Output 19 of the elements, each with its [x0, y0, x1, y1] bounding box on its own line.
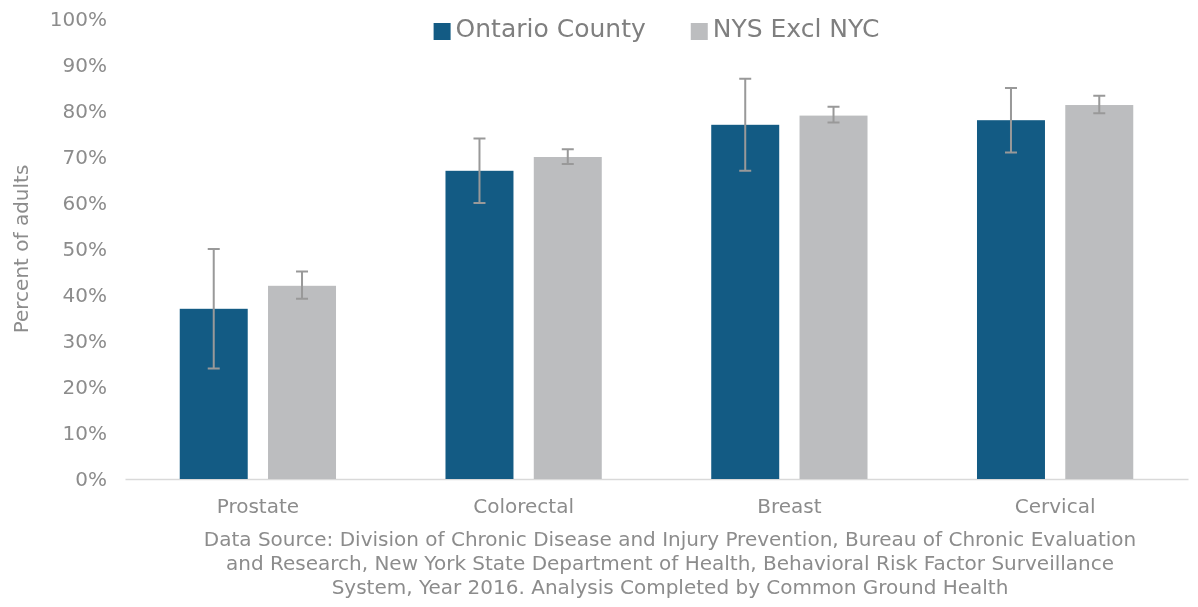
y-tick-label: 10% [62, 420, 107, 445]
y-tick-label: 90% [62, 52, 107, 77]
x-tick-label: Colorectal [473, 494, 574, 519]
y-tick-label: 60% [62, 190, 107, 215]
y-tick-label: 40% [62, 282, 107, 307]
y-tick-label: 80% [62, 98, 107, 123]
x-tick-label: Breast [757, 494, 822, 519]
y-tick-label: 50% [62, 236, 107, 261]
y-tick-label: 100% [49, 6, 107, 31]
x-tick-label: Cervical [1014, 494, 1096, 519]
x-tick-label: Prostate [216, 494, 300, 519]
y-tick-label: 20% [62, 374, 107, 399]
y-axis-title: Percent of adults [9, 164, 33, 334]
y-tick-label: 30% [62, 328, 107, 353]
y-tick-label: 70% [62, 144, 107, 169]
legend-label: Ontario County [455, 14, 646, 43]
source-note: Data Source: Division of Chronic Disease and Injury Prevention, Bureau of Chronic Evaluation and Research, New York State Department of Health, Behavioral Risk Factor Surveillance System, Year 2016. Analysis Completed by Common Ground Health [202, 527, 1138, 599]
y-tick-label: 0% [75, 466, 107, 491]
legend-label: NYS Excl NYC [712, 14, 880, 43]
